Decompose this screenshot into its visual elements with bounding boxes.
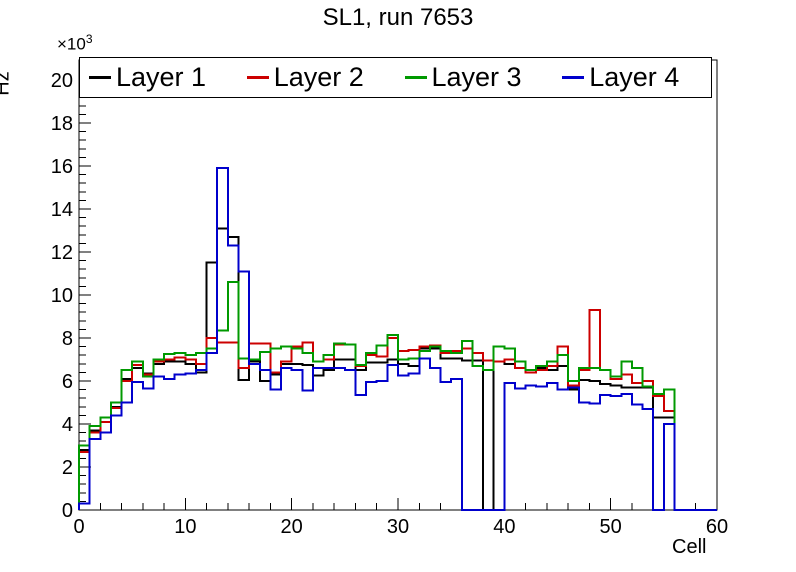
svg-text:10: 10: [51, 285, 73, 307]
x-axis-title: Cell: [672, 536, 707, 558]
plot-frame: [78, 59, 718, 511]
layer4-line-sample: [562, 76, 585, 79]
svg-text:4: 4: [62, 414, 73, 436]
series-layer-4: [78, 167, 717, 511]
series-layer-3: [78, 281, 717, 511]
svg-text:20: 20: [51, 70, 73, 92]
svg-text:12: 12: [51, 242, 73, 264]
svg-text:40: 40: [493, 516, 515, 538]
chart-title: SL1, run 7653: [322, 4, 474, 31]
legend-label-layer4: Layer 4: [589, 62, 680, 92]
svg-text:50: 50: [600, 516, 622, 538]
legend-entry-layer2: Layer 2: [238, 62, 396, 93]
y-axis-labels: 0 2 4 6 8 10 12 14 16 18 20: [51, 70, 73, 522]
svg-text:14: 14: [51, 199, 73, 221]
svg-text:2: 2: [62, 457, 73, 479]
x-axis-labels: 0 10 20 30 40 50 60: [73, 516, 728, 538]
legend-entry-layer3: Layer 3: [396, 62, 554, 93]
legend-label-layer3: Layer 3: [431, 62, 522, 92]
y-axis-exponent: ×103: [57, 32, 93, 54]
x-axis-ticks: [78, 498, 718, 510]
legend-label-layer2: Layer 2: [273, 62, 364, 92]
svg-text:8: 8: [62, 328, 73, 350]
layer3-line-sample: [404, 76, 427, 79]
series-layer-1: [78, 227, 717, 511]
legend-box: Layer 1 Layer 2 Layer 3 Layer 4: [79, 57, 712, 98]
svg-text:60: 60: [706, 516, 728, 538]
legend-entry-layer4: Layer 4: [553, 62, 711, 93]
svg-text:6: 6: [62, 371, 73, 393]
svg-text:30: 30: [387, 516, 409, 538]
layer2-line-sample: [246, 76, 269, 79]
svg-text:20: 20: [281, 516, 303, 538]
legend-label-layer1: Layer 1: [116, 62, 207, 92]
svg-text:18: 18: [51, 113, 73, 135]
svg-text:10: 10: [174, 516, 196, 538]
svg-text:0: 0: [73, 516, 84, 538]
legend-entry-layer1: Layer 1: [80, 62, 238, 93]
svg-text:16: 16: [51, 156, 73, 178]
y-axis-title: Hz: [0, 71, 14, 96]
layer1-line-sample: [89, 76, 111, 79]
svg-text:0: 0: [62, 500, 73, 522]
